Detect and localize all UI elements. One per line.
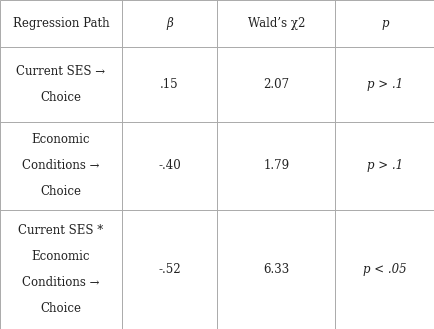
Text: Choice: Choice <box>40 302 81 315</box>
Text: β: β <box>166 17 173 30</box>
Text: Current SES *: Current SES * <box>18 224 103 237</box>
Text: Choice: Choice <box>40 186 81 198</box>
Text: 2.07: 2.07 <box>263 78 289 91</box>
Text: Economic: Economic <box>32 134 90 146</box>
Text: p > .1: p > .1 <box>366 78 402 91</box>
Text: p > .1: p > .1 <box>366 160 402 172</box>
Text: Economic: Economic <box>32 250 90 263</box>
Text: -.40: -.40 <box>158 160 181 172</box>
Text: Conditions →: Conditions → <box>22 276 99 289</box>
Text: Conditions →: Conditions → <box>22 160 99 172</box>
Text: Wald’s χ2: Wald’s χ2 <box>247 17 304 30</box>
Text: Current SES →: Current SES → <box>16 65 105 78</box>
Text: Regression Path: Regression Path <box>13 17 109 30</box>
Text: .15: .15 <box>160 78 178 91</box>
Text: Choice: Choice <box>40 91 81 104</box>
Text: p < .05: p < .05 <box>362 263 406 276</box>
Text: 6.33: 6.33 <box>263 263 289 276</box>
Text: -.52: -.52 <box>158 263 181 276</box>
Text: p: p <box>380 17 388 30</box>
Text: 1.79: 1.79 <box>263 160 289 172</box>
